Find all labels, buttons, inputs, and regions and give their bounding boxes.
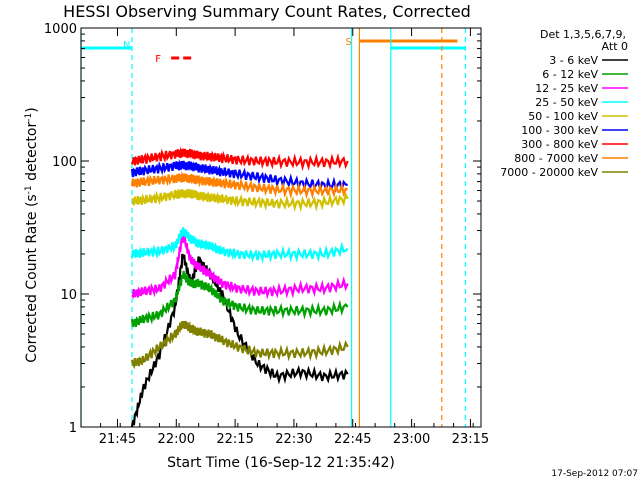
x-tick-label-3: 22:30 bbox=[275, 432, 312, 447]
legend-label-8: 7000 - 20000 keV bbox=[500, 166, 598, 179]
flag-label-0: N bbox=[123, 40, 130, 51]
series-line-6 bbox=[130, 146, 349, 172]
legend-header: Det 1,3,5,6,7,9, bbox=[540, 28, 626, 41]
flag-label-1: F bbox=[155, 54, 161, 65]
y-tick-label-3: 1000 bbox=[44, 22, 77, 37]
x-tick-label-0: 21:45 bbox=[99, 432, 136, 447]
x-ticks: 21:45 22:00 22:15 22:30 22:45 23:00 23:15 bbox=[80, 28, 489, 447]
y-tick-label-2: 100 bbox=[52, 155, 77, 170]
series-line-1 bbox=[130, 270, 349, 327]
legend-label-3: 25 - 50 keV bbox=[535, 96, 598, 109]
data-series bbox=[130, 146, 349, 428]
x-tick-label-2: 22:15 bbox=[216, 432, 253, 447]
x-axis-label: Start Time (16-Sep-12 21:35:42) bbox=[167, 455, 395, 471]
flag-label-2: S bbox=[345, 37, 351, 48]
y-axis-label: Corrected Count Rate (s-1 detector-1) bbox=[24, 107, 40, 362]
series-line-3 bbox=[130, 227, 349, 264]
flag-bars: N F S bbox=[81, 37, 466, 65]
x-tick-label-1: 22:00 bbox=[158, 432, 195, 447]
series-line-8 bbox=[130, 320, 349, 370]
legend-label-7: 800 - 7000 keV bbox=[514, 152, 598, 165]
legend-subheader: Att 0 bbox=[602, 40, 628, 53]
legend-label-1: 6 - 12 keV bbox=[542, 68, 598, 81]
legend-label-0: 3 - 6 keV bbox=[549, 54, 598, 67]
vertical-markers bbox=[80, 28, 466, 427]
footer-timestamp: 17-Sep-2012 07:07 bbox=[551, 469, 638, 479]
x-tick-label-5: 23:00 bbox=[393, 432, 430, 447]
series-line-4 bbox=[131, 187, 349, 213]
series-line-2 bbox=[131, 231, 349, 300]
chart-title: HESSI Observing Summary Count Rates, Cor… bbox=[63, 2, 471, 21]
y-tick-label-0: 1 bbox=[69, 421, 77, 436]
legend-label-4: 50 - 100 keV bbox=[528, 110, 598, 123]
x-tick-label-6: 23:15 bbox=[452, 432, 489, 447]
series-line-7 bbox=[130, 170, 349, 200]
plot-frame bbox=[80, 27, 482, 428]
legend-label-6: 300 - 800 keV bbox=[521, 138, 598, 151]
legend-label-5: 100 - 300 keV bbox=[521, 124, 598, 137]
y-ticks: 1 10 100 1000 bbox=[44, 22, 481, 436]
x-tick-label-4: 22:45 bbox=[334, 432, 371, 447]
y-tick-label-1: 10 bbox=[60, 288, 77, 303]
legend-label-2: 12 - 25 keV bbox=[535, 82, 598, 95]
